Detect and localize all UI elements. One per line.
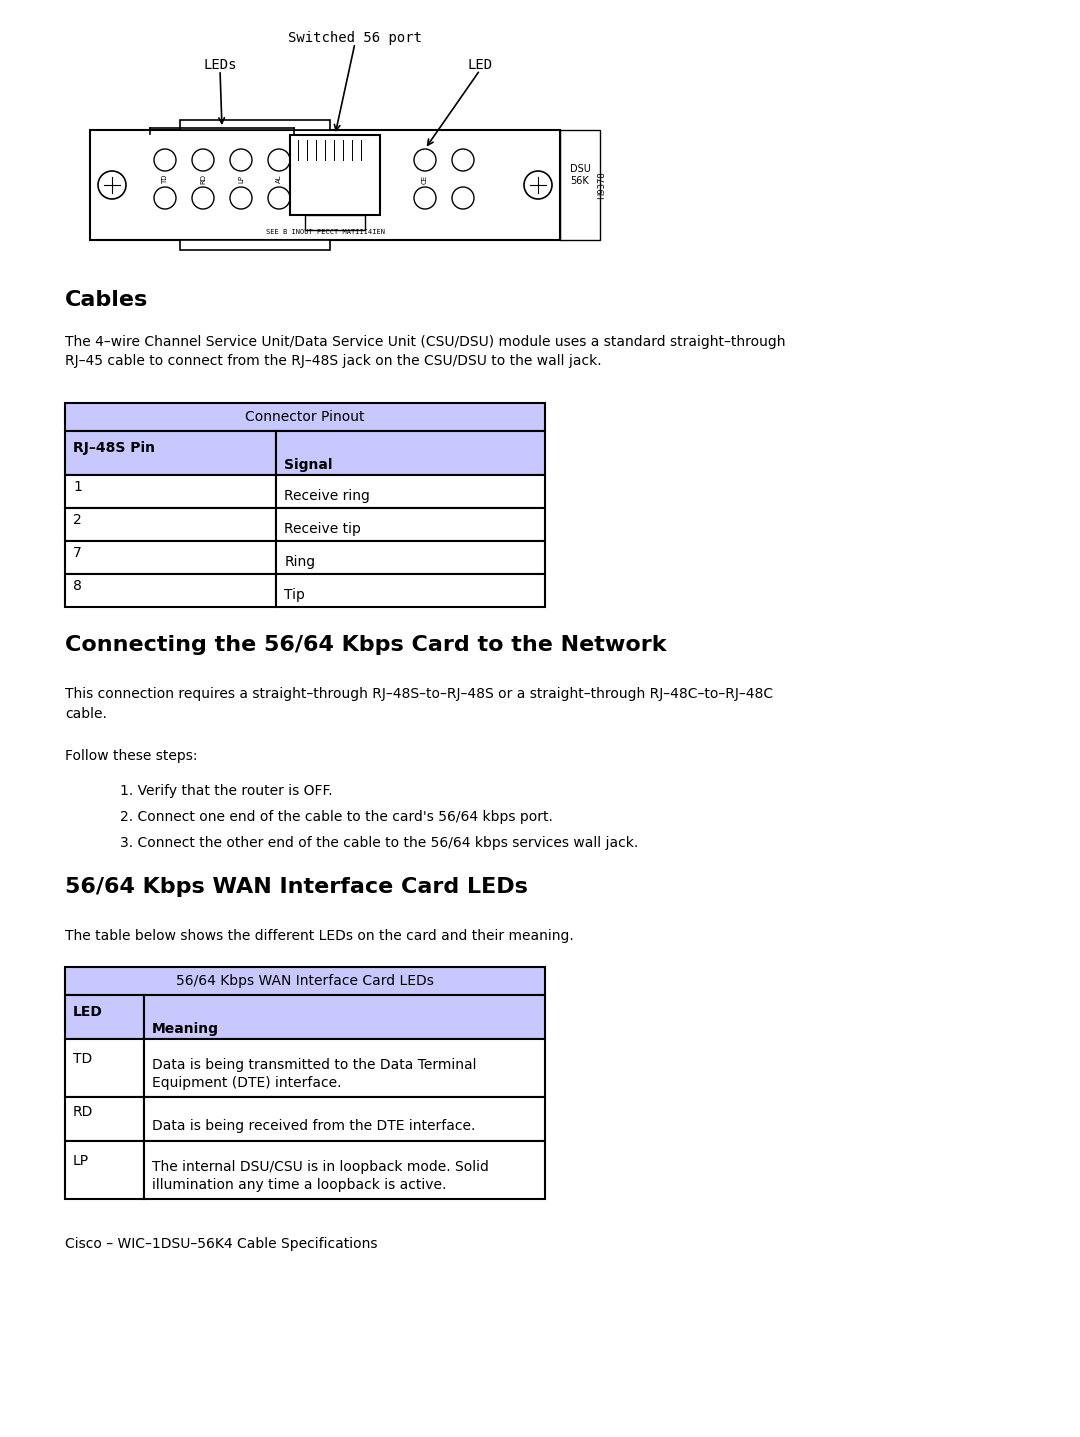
Text: Cisco – WIC–1DSU–56K4 Cable Specifications: Cisco – WIC–1DSU–56K4 Cable Specificatio… bbox=[65, 1237, 378, 1252]
Bar bbox=[276, 476, 545, 509]
Text: LP: LP bbox=[238, 175, 244, 182]
Bar bbox=[561, 129, 600, 240]
Text: Switched 56 port: Switched 56 port bbox=[288, 32, 422, 45]
Bar bbox=[65, 967, 545, 994]
Bar bbox=[145, 1141, 545, 1198]
Text: Data is being received from the DTE interface.: Data is being received from the DTE inte… bbox=[152, 1118, 475, 1132]
Bar bbox=[65, 476, 276, 509]
Text: Connecting the 56/64 Kbps Card to the Network: Connecting the 56/64 Kbps Card to the Ne… bbox=[65, 635, 666, 655]
Text: CE: CE bbox=[422, 174, 428, 184]
Text: Meaning: Meaning bbox=[152, 1022, 219, 1036]
Text: RD: RD bbox=[200, 174, 206, 184]
Text: Connector Pinout: Connector Pinout bbox=[245, 410, 365, 424]
Circle shape bbox=[414, 187, 436, 208]
Text: The 4–wire Channel Service Unit/Data Service Unit (CSU/DSU) module uses a standa: The 4–wire Channel Service Unit/Data Ser… bbox=[65, 335, 785, 368]
Bar bbox=[145, 994, 545, 1039]
Bar bbox=[65, 402, 545, 431]
Text: LED: LED bbox=[73, 1004, 103, 1019]
Bar bbox=[291, 135, 380, 216]
Circle shape bbox=[268, 149, 291, 171]
Text: 2. Connect one end of the cable to the card's 56/64 kbps port.: 2. Connect one end of the cable to the c… bbox=[120, 810, 553, 823]
Bar bbox=[65, 540, 276, 573]
Text: LEDs: LEDs bbox=[203, 57, 237, 72]
Bar bbox=[65, 994, 145, 1039]
Text: Receive ring: Receive ring bbox=[284, 490, 370, 503]
Bar bbox=[305, 216, 365, 230]
Circle shape bbox=[230, 187, 252, 208]
Text: 3. Connect the other end of the cable to the 56/64 kbps services wall jack.: 3. Connect the other end of the cable to… bbox=[120, 836, 638, 851]
Bar bbox=[180, 240, 330, 250]
Text: 1. Verify that the router is OFF.: 1. Verify that the router is OFF. bbox=[120, 785, 333, 798]
Bar bbox=[65, 509, 276, 540]
Text: SEE B INOUT PECCT MATIII4IEN: SEE B INOUT PECCT MATIII4IEN bbox=[266, 228, 384, 236]
Text: H9378: H9378 bbox=[597, 171, 607, 198]
Circle shape bbox=[453, 187, 474, 208]
Text: Data is being transmitted to the Data Terminal
Equipment (DTE) interface.: Data is being transmitted to the Data Te… bbox=[152, 1058, 476, 1091]
Bar bbox=[276, 509, 545, 540]
Text: 56/64 Kbps WAN Interface Card LEDs: 56/64 Kbps WAN Interface Card LEDs bbox=[65, 877, 528, 897]
Bar bbox=[276, 540, 545, 573]
Text: The internal DSU/CSU is in loopback mode. Solid
illumination any time a loopback: The internal DSU/CSU is in loopback mode… bbox=[152, 1160, 489, 1193]
Text: Follow these steps:: Follow these steps: bbox=[65, 749, 198, 763]
Circle shape bbox=[154, 187, 176, 208]
Bar bbox=[180, 121, 330, 129]
Circle shape bbox=[230, 149, 252, 171]
Text: Signal: Signal bbox=[284, 458, 333, 473]
Text: 56/64 Kbps WAN Interface Card LEDs: 56/64 Kbps WAN Interface Card LEDs bbox=[176, 974, 434, 989]
Circle shape bbox=[98, 171, 126, 198]
Text: 8: 8 bbox=[73, 579, 82, 592]
Text: AL: AL bbox=[276, 175, 282, 184]
Text: Receive tip: Receive tip bbox=[284, 523, 361, 536]
Bar bbox=[65, 573, 276, 606]
Bar bbox=[65, 431, 276, 476]
Circle shape bbox=[414, 149, 436, 171]
Text: DSU
56K: DSU 56K bbox=[570, 164, 591, 185]
Text: This connection requires a straight–through RJ–48S–to–RJ–48S or a straight–throu: This connection requires a straight–thro… bbox=[65, 687, 773, 720]
Bar bbox=[276, 573, 545, 606]
Text: The table below shows the different LEDs on the card and their meaning.: The table below shows the different LEDs… bbox=[65, 928, 573, 943]
Text: Tip: Tip bbox=[284, 588, 305, 602]
Bar bbox=[90, 129, 561, 240]
Bar bbox=[65, 1141, 145, 1198]
Text: RJ–48S Pin: RJ–48S Pin bbox=[73, 441, 156, 454]
Circle shape bbox=[154, 149, 176, 171]
Text: TD: TD bbox=[162, 174, 168, 184]
Bar bbox=[145, 1039, 545, 1096]
Text: 2: 2 bbox=[73, 513, 82, 526]
Circle shape bbox=[192, 187, 214, 208]
Text: RD: RD bbox=[73, 1105, 93, 1119]
Bar bbox=[65, 1039, 145, 1096]
Circle shape bbox=[192, 149, 214, 171]
Bar bbox=[276, 431, 545, 476]
Text: 1: 1 bbox=[73, 480, 82, 493]
Text: LP: LP bbox=[73, 1154, 90, 1168]
Text: TD: TD bbox=[73, 1052, 92, 1066]
Text: Cables: Cables bbox=[65, 290, 148, 310]
Text: Ring: Ring bbox=[284, 556, 315, 569]
Text: LED: LED bbox=[468, 57, 492, 72]
Circle shape bbox=[453, 149, 474, 171]
Circle shape bbox=[524, 171, 552, 198]
Bar bbox=[65, 1096, 145, 1141]
Bar bbox=[145, 1096, 545, 1141]
Circle shape bbox=[268, 187, 291, 208]
Text: 7: 7 bbox=[73, 546, 82, 559]
